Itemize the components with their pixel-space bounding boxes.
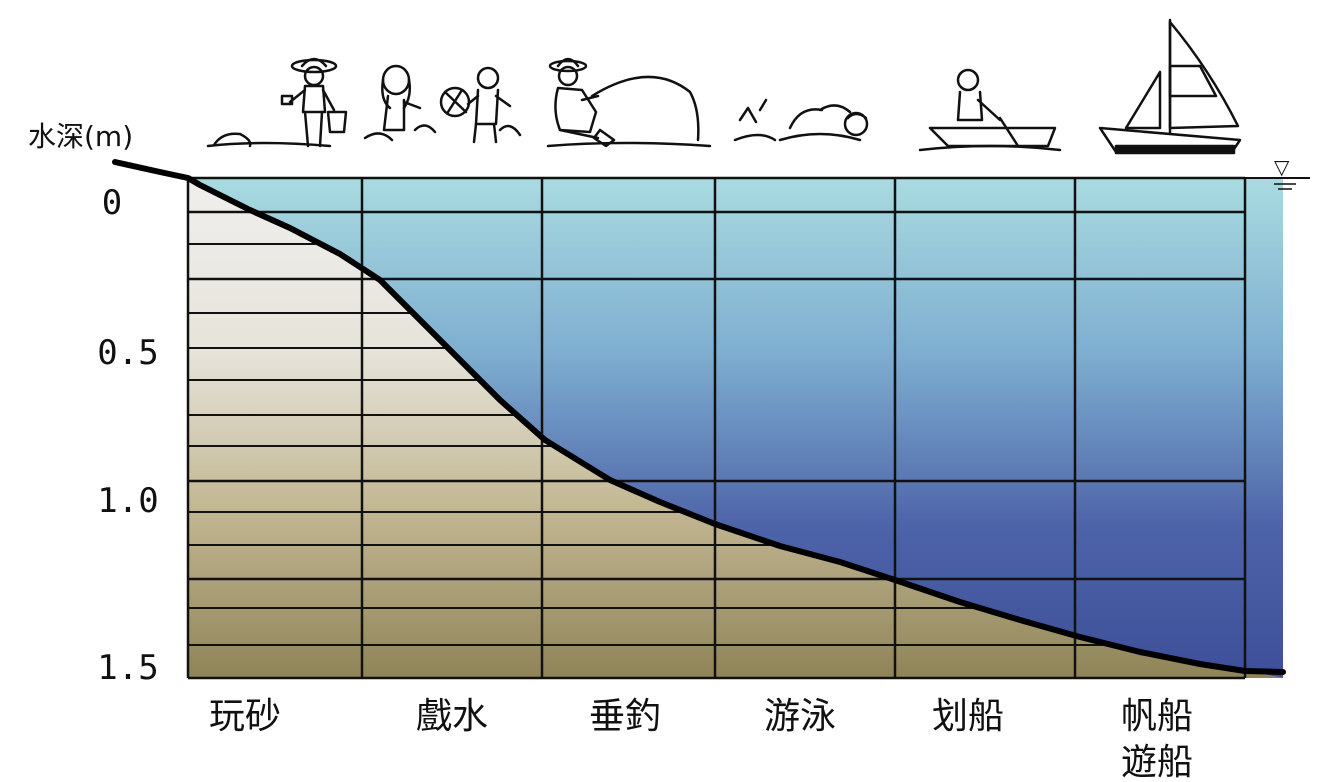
activity-label-rowing: 划船 bbox=[932, 696, 1004, 737]
activity-label-sand: 玩砂 bbox=[209, 696, 281, 737]
activity-label-water-play: 戲水 bbox=[416, 696, 488, 737]
depth-tick-0-5: 0.5 bbox=[97, 333, 158, 373]
y-axis-label: 水深(m) bbox=[28, 120, 133, 153]
sailboat-icon bbox=[1098, 18, 1242, 155]
rowing-boat-icon bbox=[918, 68, 1062, 152]
sand-play-child-icon bbox=[206, 57, 348, 148]
depth-tick-1-5: 1.5 bbox=[97, 648, 158, 688]
swimmer-icon bbox=[733, 98, 869, 142]
activity-label-swimming: 游泳 bbox=[764, 696, 836, 737]
activity-label-sailing-2: 遊船 bbox=[1121, 742, 1193, 782]
activity-label-fishing: 垂釣 bbox=[589, 696, 661, 737]
depth-tick-0: 0 bbox=[102, 183, 122, 223]
activity-label-sailing: 帆船 bbox=[1121, 696, 1193, 737]
water-level-marks bbox=[1274, 183, 1296, 190]
depth-tick-1-0: 1.0 bbox=[97, 481, 158, 521]
water-play-children-icon bbox=[363, 64, 522, 144]
water-level-symbol: ▽ bbox=[1274, 155, 1290, 179]
fishing-person-icon bbox=[546, 57, 712, 148]
grid-lines bbox=[186, 176, 1247, 680]
seabed-profile-line bbox=[112, 159, 1286, 675]
